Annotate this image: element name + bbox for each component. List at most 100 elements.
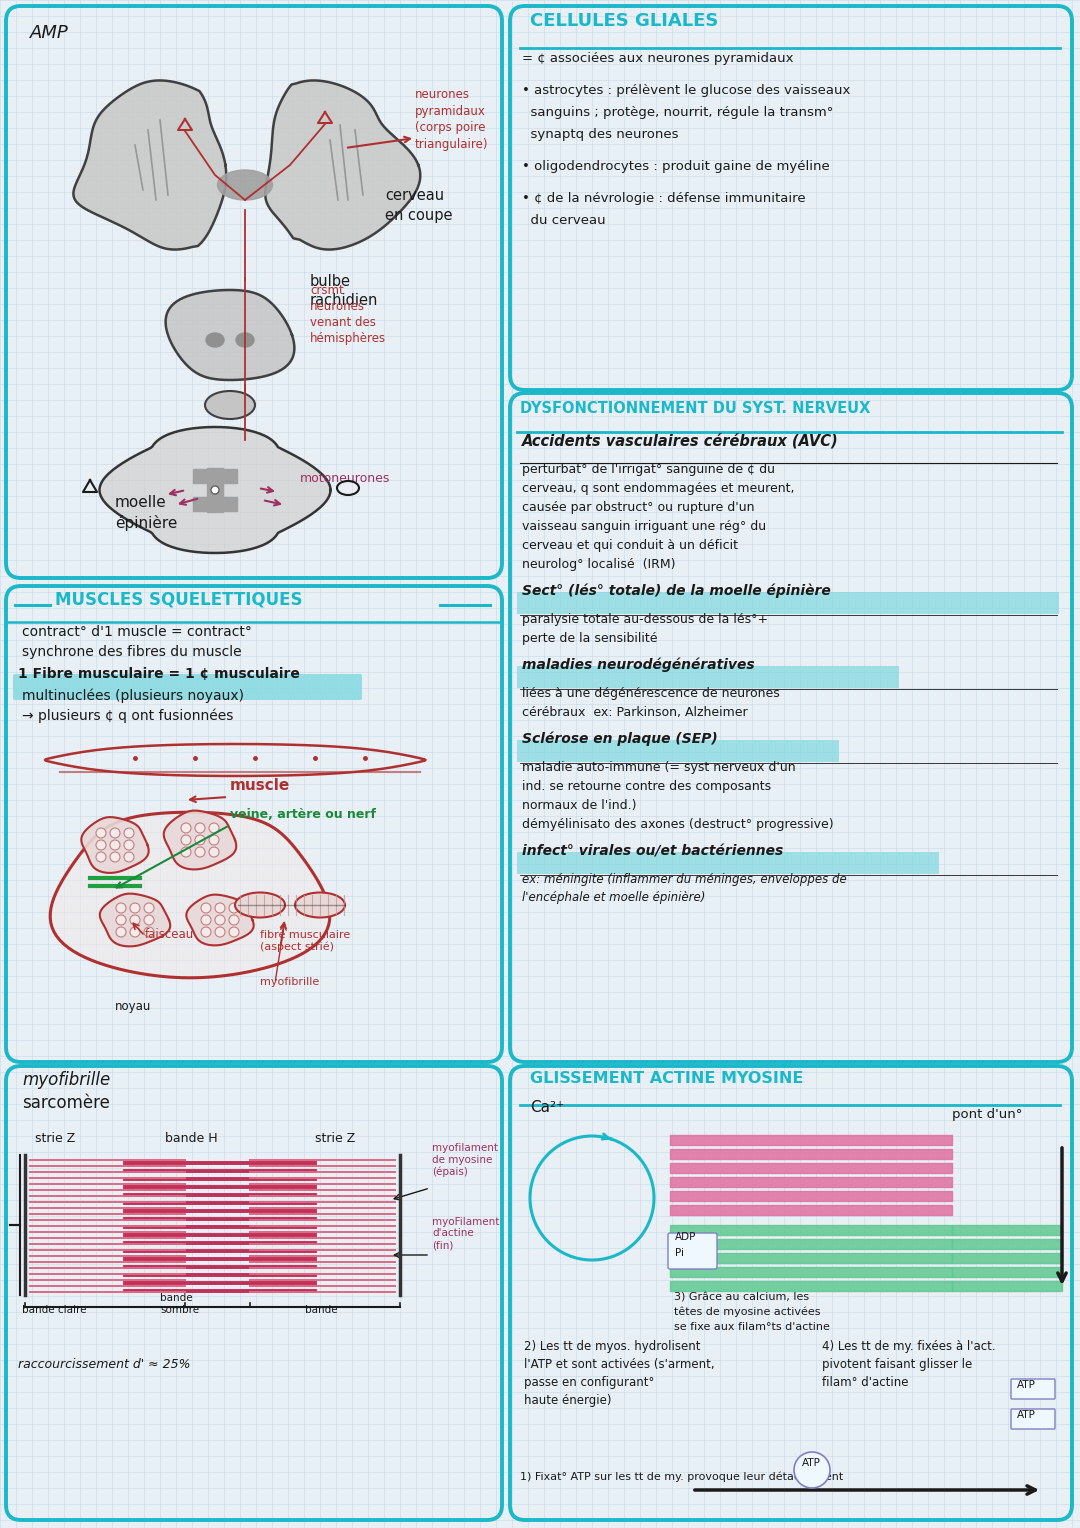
Text: du cerveau: du cerveau xyxy=(522,214,606,228)
Circle shape xyxy=(124,853,134,862)
Circle shape xyxy=(124,840,134,850)
Circle shape xyxy=(201,927,211,937)
Polygon shape xyxy=(73,81,226,249)
Text: Sclérose en plaque (SEP): Sclérose en plaque (SEP) xyxy=(522,732,718,746)
Circle shape xyxy=(229,927,239,937)
Text: myofilament
de myosine
(épais): myofilament de myosine (épais) xyxy=(432,1143,498,1177)
Circle shape xyxy=(181,847,191,857)
Text: perturbat° de l'irrigat° sanguine de ¢ du: perturbat° de l'irrigat° sanguine de ¢ d… xyxy=(522,463,775,477)
Text: maladie auto-immune (= syst nerveux d'un: maladie auto-immune (= syst nerveux d'un xyxy=(522,761,796,775)
Text: faisceau: faisceau xyxy=(145,927,194,941)
Text: 1) Fixat° ATP sur les tt de my. provoque leur détachement: 1) Fixat° ATP sur les tt de my. provoque… xyxy=(519,1471,843,1482)
Text: passe en configurant°: passe en configurant° xyxy=(524,1377,654,1389)
Circle shape xyxy=(201,903,211,914)
Circle shape xyxy=(215,915,225,924)
Text: 4) Les tt de my. fixées à l'act.: 4) Les tt de my. fixées à l'act. xyxy=(822,1340,996,1352)
Ellipse shape xyxy=(235,892,285,917)
Circle shape xyxy=(229,915,239,924)
Text: pivotent faisant glisser le: pivotent faisant glisser le xyxy=(822,1358,972,1371)
Text: infect° virales ou/et bactériennes: infect° virales ou/et bactériennes xyxy=(522,843,783,859)
Polygon shape xyxy=(81,817,149,872)
Text: MUSCLES SQUELETTIQUES: MUSCLES SQUELETTIQUES xyxy=(55,590,302,608)
Text: bande
sombre: bande sombre xyxy=(160,1293,199,1316)
Circle shape xyxy=(229,903,239,914)
Text: sanguins ; protège, nourrit, régule la transm°: sanguins ; protège, nourrit, régule la t… xyxy=(522,105,834,119)
FancyBboxPatch shape xyxy=(13,674,362,700)
Circle shape xyxy=(130,903,140,914)
Circle shape xyxy=(215,903,225,914)
Text: CELLULES GLIALES: CELLULES GLIALES xyxy=(530,12,718,31)
Circle shape xyxy=(181,834,191,845)
FancyBboxPatch shape xyxy=(669,1233,717,1268)
Circle shape xyxy=(130,927,140,937)
Circle shape xyxy=(195,834,205,845)
Text: synaptq des neurones: synaptq des neurones xyxy=(522,128,678,141)
Ellipse shape xyxy=(237,333,254,347)
Text: DYSFONCTIONNEMENT DU SYST. NERVEUX: DYSFONCTIONNEMENT DU SYST. NERVEUX xyxy=(519,400,870,416)
Text: bulbe
rachidien: bulbe rachidien xyxy=(310,274,378,309)
Text: maladies neurodégénératives: maladies neurodégénératives xyxy=(522,657,755,672)
Text: cerveau et qui conduit à un déficit: cerveau et qui conduit à un déficit xyxy=(522,539,738,552)
Ellipse shape xyxy=(295,892,345,917)
Text: synchrone des fibres du muscle: synchrone des fibres du muscle xyxy=(22,645,242,659)
Text: = ¢ associées aux neurones pyramidaux: = ¢ associées aux neurones pyramidaux xyxy=(522,52,794,66)
Text: démyélinisato des axones (destruct° progressive): démyélinisato des axones (destruct° prog… xyxy=(522,817,834,831)
Circle shape xyxy=(210,847,219,857)
Text: strie Z: strie Z xyxy=(35,1132,76,1144)
Text: myoFilament
d'actine
(fin): myoFilament d'actine (fin) xyxy=(432,1216,499,1250)
Text: vaisseau sanguin irriguant une rég° du: vaisseau sanguin irriguant une rég° du xyxy=(522,520,766,533)
Text: sarcomère: sarcomère xyxy=(22,1094,110,1112)
Polygon shape xyxy=(99,894,171,946)
Text: multinuclées (plusieurs noyaux): multinuclées (plusieurs noyaux) xyxy=(22,689,244,703)
Polygon shape xyxy=(50,813,329,978)
Text: se fixe aux filam°ts d'actine: se fixe aux filam°ts d'actine xyxy=(674,1322,829,1332)
Text: ATP: ATP xyxy=(802,1458,821,1468)
Circle shape xyxy=(96,828,106,837)
Text: myofibrille: myofibrille xyxy=(260,976,320,987)
Circle shape xyxy=(144,903,154,914)
Circle shape xyxy=(144,927,154,937)
Text: 3) Grâce au calcium, les: 3) Grâce au calcium, les xyxy=(674,1293,809,1302)
Text: moelle
épinière: moelle épinière xyxy=(114,495,177,532)
Text: têtes de myosine activées: têtes de myosine activées xyxy=(674,1306,821,1317)
Circle shape xyxy=(110,828,120,837)
Text: GLISSEMENT ACTINE MYOSINE: GLISSEMENT ACTINE MYOSINE xyxy=(530,1071,804,1086)
Text: Accidents vasculaires cérébraux (AVC): Accidents vasculaires cérébraux (AVC) xyxy=(522,432,839,448)
Text: → plusieurs ¢ q ont fusionnées: → plusieurs ¢ q ont fusionnées xyxy=(22,709,233,723)
Text: neurolog° localisé  (IRM): neurolog° localisé (IRM) xyxy=(522,558,675,571)
Text: perte de la sensibilité: perte de la sensibilité xyxy=(522,633,658,645)
Text: ADP: ADP xyxy=(675,1232,697,1242)
Circle shape xyxy=(116,927,126,937)
Circle shape xyxy=(195,824,205,833)
Text: liées à une dégénérescence de neurones: liées à une dégénérescence de neurones xyxy=(522,688,780,700)
FancyBboxPatch shape xyxy=(517,666,899,688)
Text: ATP: ATP xyxy=(1017,1380,1036,1390)
Text: veine, artère ou nerf: veine, artère ou nerf xyxy=(230,808,376,821)
Text: • oligodendrocytes : produit gaine de myéline: • oligodendrocytes : produit gaine de my… xyxy=(522,160,829,173)
Text: contract° d'1 muscle = contract°: contract° d'1 muscle = contract° xyxy=(22,625,252,639)
Text: AMP: AMP xyxy=(30,24,69,41)
Text: 1 Fibre musculaire = 1 ¢ musculaire: 1 Fibre musculaire = 1 ¢ musculaire xyxy=(18,668,300,681)
Circle shape xyxy=(96,840,106,850)
Circle shape xyxy=(181,824,191,833)
Circle shape xyxy=(110,840,120,850)
Ellipse shape xyxy=(206,333,224,347)
Circle shape xyxy=(195,847,205,857)
Circle shape xyxy=(130,915,140,924)
Text: bande claire: bande claire xyxy=(22,1305,86,1316)
Text: paralysie totale au-dessous de la lés°+: paralysie totale au-dessous de la lés°+ xyxy=(522,613,768,626)
Text: motoneurones: motoneurones xyxy=(300,472,390,484)
Text: cérébraux  ex: Parkinson, Alzheimer: cérébraux ex: Parkinson, Alzheimer xyxy=(522,706,747,720)
Text: Ca²⁺: Ca²⁺ xyxy=(530,1100,564,1115)
Polygon shape xyxy=(193,469,237,483)
Text: raccourcissement d' ≈ 25%: raccourcissement d' ≈ 25% xyxy=(18,1358,190,1371)
Text: neurones
pyramidaux
(corps poire
triangulaire): neurones pyramidaux (corps poire triangu… xyxy=(415,89,488,150)
FancyBboxPatch shape xyxy=(517,740,839,762)
Text: Sect° (lés° totale) de la moelle épinière: Sect° (lés° totale) de la moelle épinièr… xyxy=(522,584,831,597)
Text: Pi: Pi xyxy=(675,1248,684,1258)
Polygon shape xyxy=(99,426,330,553)
Text: l'ATP et sont activées (s'arment,: l'ATP et sont activées (s'arment, xyxy=(524,1358,715,1371)
Circle shape xyxy=(210,824,219,833)
Text: bande: bande xyxy=(305,1305,338,1316)
Circle shape xyxy=(144,915,154,924)
